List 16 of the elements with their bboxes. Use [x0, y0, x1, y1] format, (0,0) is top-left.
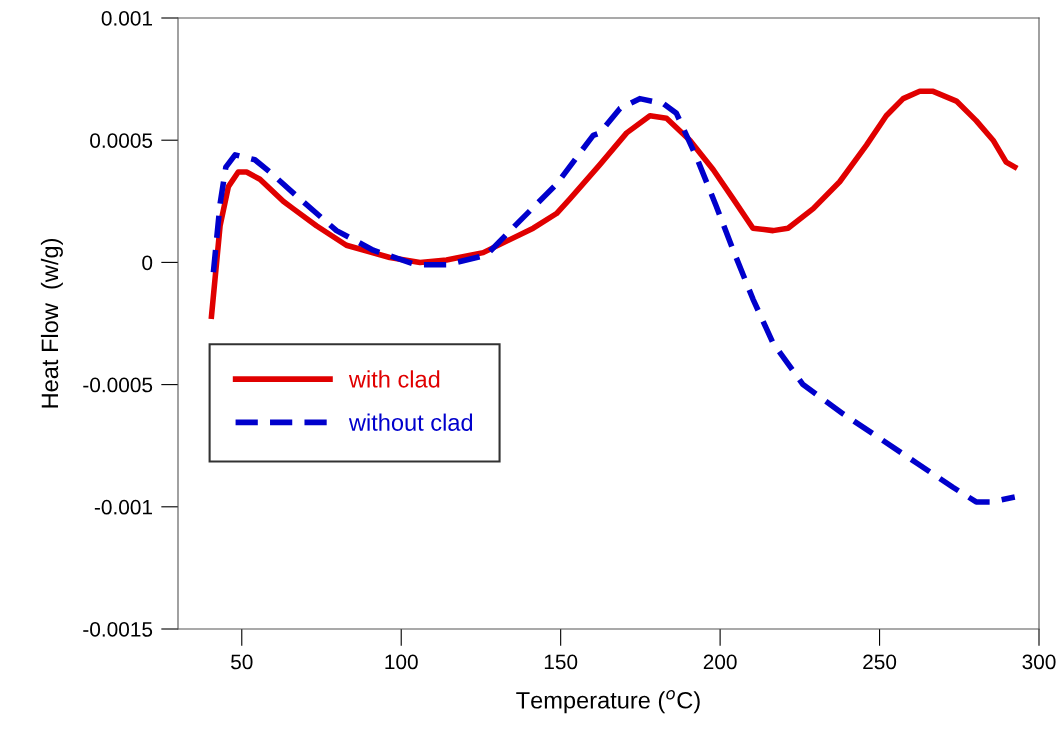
x-tick-label: 150 [544, 654, 578, 670]
x-tick-label: 50 [231, 654, 253, 670]
y-tick-label: -0.001 [94, 499, 152, 515]
y-tick-label: 0.0005 [90, 133, 153, 148]
y-tick-label: -0.0005 [83, 377, 153, 393]
x-tick-label: 100 [385, 654, 418, 670]
y-axis-title: Heat Flow (w/g) [40, 239, 63, 408]
y-tick-label: 0.001 [101, 11, 152, 26]
legend-label: with clad [348, 370, 440, 388]
legend-label: without clad [348, 413, 473, 431]
x-axis-title: Temperature ($^{o}$C) [516, 690, 700, 714]
y-tick-label: -0.0015 [83, 622, 153, 637]
x-tick-label: 200 [703, 654, 737, 670]
y-tick-label: 0 [142, 255, 153, 271]
x-tick-label: 300 [1022, 654, 1056, 670]
x-tick-label: 250 [863, 654, 897, 670]
